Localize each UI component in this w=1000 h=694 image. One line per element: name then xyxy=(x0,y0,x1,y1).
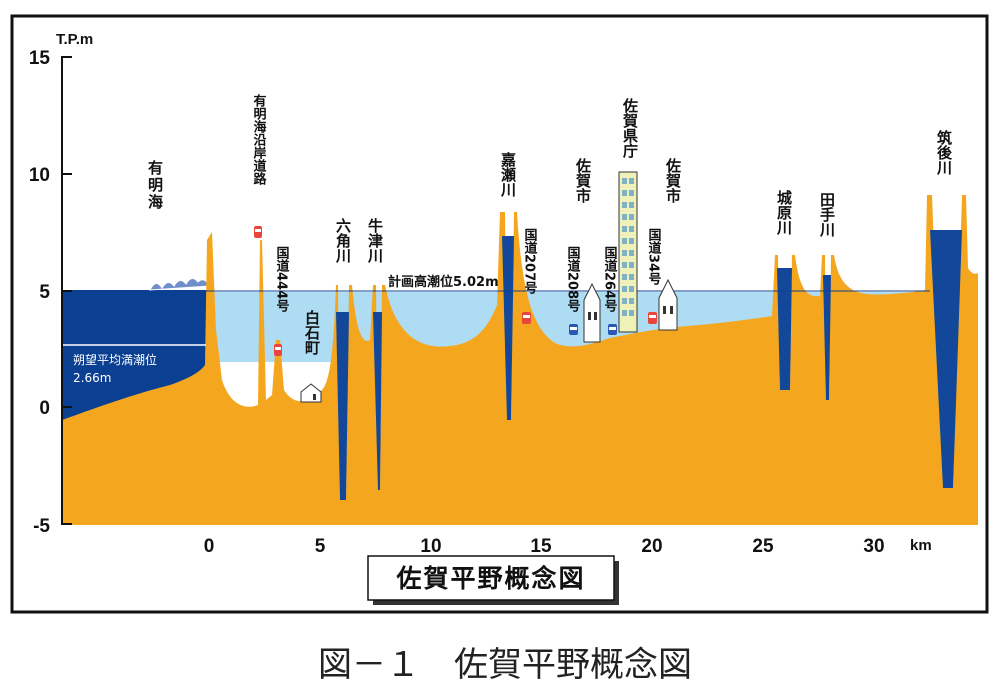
label-ariake-sea: 有明海 xyxy=(146,159,164,211)
y-unit-label: T.P.m xyxy=(56,31,93,48)
x-tick-label-15: 15 xyxy=(530,536,552,557)
title-box xyxy=(367,555,615,601)
title-box-text: 佐賀平野概念図 xyxy=(395,564,585,593)
x-tick-label-25: 25 xyxy=(752,536,774,557)
label-coastal-road: 有明海沿岸道路 xyxy=(251,93,267,185)
x-tick-label-20: 20 xyxy=(641,536,662,557)
house-shiroishi xyxy=(300,383,322,403)
kase-river-water xyxy=(502,236,514,420)
label-mean-tide-1: 朔望平均満潮位 xyxy=(73,352,157,367)
sea-waves xyxy=(149,278,211,291)
y-tick-label-15: 15 xyxy=(29,48,51,69)
label-route264: 国道264号 xyxy=(602,246,618,314)
label-jobaru-river: 城原川 xyxy=(775,189,793,235)
y-tick-label-5: 5 xyxy=(39,282,50,303)
car-icon-route208 xyxy=(569,324,578,335)
label-mean-tide-2: 2.66m xyxy=(73,371,111,385)
label-route207: 国道207号 xyxy=(522,228,538,296)
y-tick-label-0: 0 xyxy=(39,398,50,419)
label-saga-city-1: 佐賀市 xyxy=(574,157,592,204)
label-route444: 国道444号 xyxy=(274,246,290,314)
tade-river-water xyxy=(823,275,831,400)
label-chikugo-river: 筑後川 xyxy=(935,129,953,175)
label-shiroishi: 白石町 xyxy=(303,309,321,356)
figure-caption: 図－１ 佐賀平野概念図 xyxy=(318,645,692,685)
car-icon-route34 xyxy=(648,312,657,324)
label-tade-river: 田手川 xyxy=(818,192,836,237)
label-plan-tide: 計画高潮位5.02m xyxy=(388,274,499,290)
jobaru-river-water xyxy=(777,268,792,390)
house-saga-2 xyxy=(658,278,678,331)
chikugo-river-water xyxy=(930,230,962,488)
label-prefectural-office: 佐賀県庁 xyxy=(621,97,639,159)
label-saga-city-2: 佐賀市 xyxy=(664,157,682,204)
x-tick-label-30: 30 xyxy=(863,536,884,557)
label-route208: 国道208号 xyxy=(565,246,581,314)
y-tick-label-10: 10 xyxy=(29,165,50,186)
label-route34: 国道34号 xyxy=(646,228,662,287)
x-tick-label-5: 5 xyxy=(315,536,326,557)
label-kase-river: 嘉瀬川 xyxy=(499,151,517,197)
car-icon-coastal-road xyxy=(254,226,262,238)
rokkaku-river-water xyxy=(336,312,349,500)
ground-profile xyxy=(62,195,978,525)
y-tick-label-minus5: -5 xyxy=(33,516,50,537)
x-unit-label: km xyxy=(910,537,932,554)
prefectural-office-building xyxy=(618,171,638,333)
car-icon-route444 xyxy=(274,344,282,356)
house-saga-1 xyxy=(583,282,601,343)
x-tick-label-10: 10 xyxy=(420,536,441,557)
label-rokkaku-river: 六角川 xyxy=(334,217,352,263)
x-tick-label-0: 0 xyxy=(204,536,215,557)
car-icon-route207 xyxy=(522,312,531,324)
label-ushizu-river: 牛津川 xyxy=(366,217,384,263)
car-icon-route264 xyxy=(608,324,617,335)
ushizu-river-water xyxy=(373,312,382,490)
